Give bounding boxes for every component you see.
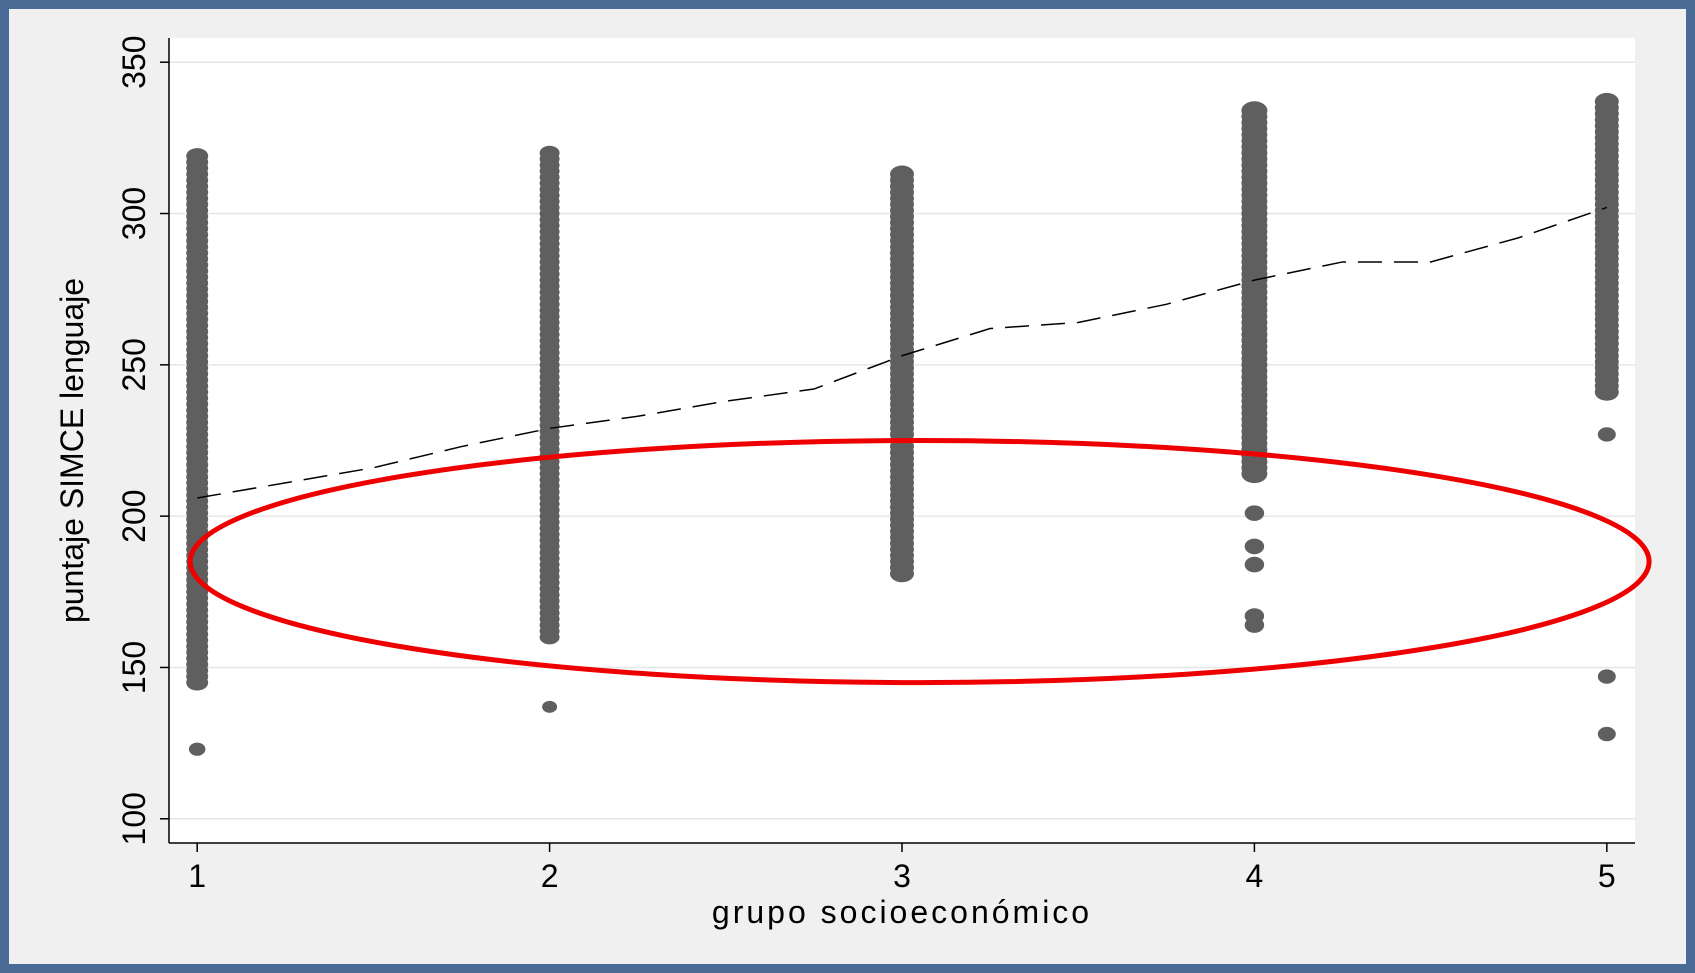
data-point-outlier bbox=[1244, 556, 1265, 573]
fitted-line-layer bbox=[197, 206, 1608, 499]
y-tick-label: 200 bbox=[116, 489, 152, 542]
x-tick-label: 3 bbox=[893, 858, 911, 894]
y-axis-title: puntaje SIMCE lenguaje bbox=[54, 278, 90, 623]
data-point-outlier bbox=[1597, 427, 1616, 442]
data-point bbox=[186, 148, 209, 164]
y-tick-label: 100 bbox=[116, 792, 152, 845]
y-tick-label: 150 bbox=[116, 641, 152, 694]
x-tick-label: 2 bbox=[541, 858, 559, 894]
data-point bbox=[1594, 92, 1619, 111]
y-tick-label: 250 bbox=[116, 338, 152, 391]
x-axis-title: grupo socioeconómico bbox=[712, 894, 1092, 930]
y-tick-label: 300 bbox=[116, 187, 152, 240]
scatter-chart: 100 150 200 250 300 350 1 2 3 4 5 grupo socioeconó… bbox=[54, 36, 1652, 930]
annotation-layer bbox=[187, 437, 1652, 686]
x-tick-label: 5 bbox=[1598, 858, 1616, 894]
data-point-outlier bbox=[1244, 538, 1265, 555]
data-point-outlier bbox=[1244, 617, 1265, 633]
data-point bbox=[890, 165, 914, 183]
data-point-outlier bbox=[1597, 669, 1616, 684]
data-point-outlier bbox=[1597, 726, 1616, 742]
red-ellipse-annotation bbox=[187, 437, 1652, 686]
x-tick-label: 1 bbox=[188, 858, 206, 894]
fitted-dashed-line bbox=[197, 206, 1608, 499]
data-point bbox=[1241, 101, 1268, 120]
data-point bbox=[539, 145, 560, 161]
y-tick-label: 350 bbox=[116, 36, 152, 89]
chart-frame: 100 150 200 250 300 350 1 2 3 4 5 grupo socioeconó… bbox=[9, 9, 1686, 964]
data-point-outlier bbox=[1244, 505, 1265, 521]
x-tick-label: 4 bbox=[1246, 858, 1264, 894]
axes: 100 150 200 250 300 350 1 2 3 4 5 bbox=[116, 36, 1635, 894]
data-point-outlier bbox=[542, 700, 558, 713]
data-point-outlier bbox=[188, 742, 206, 756]
